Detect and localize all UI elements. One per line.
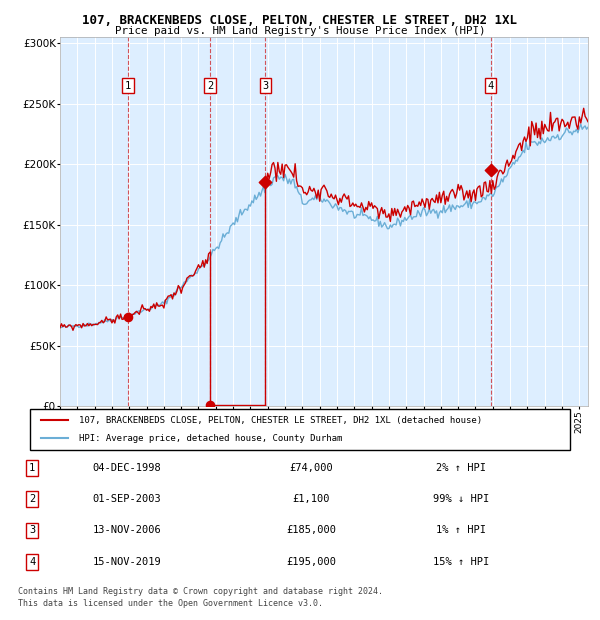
- FancyBboxPatch shape: [30, 409, 570, 450]
- Text: 04-DEC-1998: 04-DEC-1998: [93, 463, 161, 473]
- Text: £1,100: £1,100: [293, 494, 330, 504]
- Text: 3: 3: [262, 81, 269, 91]
- Text: 2: 2: [29, 494, 35, 504]
- Point: [486, 166, 496, 175]
- Text: Price paid vs. HM Land Registry's House Price Index (HPI): Price paid vs. HM Land Registry's House …: [115, 26, 485, 36]
- Text: 2: 2: [207, 81, 213, 91]
- Text: 107, BRACKENBEDS CLOSE, PELTON, CHESTER LE STREET, DH2 1XL (detached house): 107, BRACKENBEDS CLOSE, PELTON, CHESTER …: [79, 416, 482, 425]
- Text: 15-NOV-2019: 15-NOV-2019: [93, 557, 161, 567]
- Text: 1: 1: [125, 81, 131, 91]
- Point: [260, 177, 270, 187]
- Text: 107, BRACKENBEDS CLOSE, PELTON, CHESTER LE STREET, DH2 1XL: 107, BRACKENBEDS CLOSE, PELTON, CHESTER …: [83, 14, 517, 27]
- Text: 3: 3: [29, 525, 35, 536]
- Text: HPI: Average price, detached house, County Durham: HPI: Average price, detached house, Coun…: [79, 434, 342, 443]
- Text: 4: 4: [29, 557, 35, 567]
- Text: £195,000: £195,000: [287, 557, 337, 567]
- Text: 1: 1: [29, 463, 35, 473]
- Text: 1% ↑ HPI: 1% ↑ HPI: [436, 525, 486, 536]
- Point: [205, 400, 215, 410]
- Text: Contains HM Land Registry data © Crown copyright and database right 2024.: Contains HM Land Registry data © Crown c…: [18, 587, 383, 596]
- Text: This data is licensed under the Open Government Licence v3.0.: This data is licensed under the Open Gov…: [18, 598, 323, 608]
- Text: 2% ↑ HPI: 2% ↑ HPI: [436, 463, 486, 473]
- Text: 01-SEP-2003: 01-SEP-2003: [93, 494, 161, 504]
- Text: 4: 4: [487, 81, 494, 91]
- Text: £74,000: £74,000: [290, 463, 334, 473]
- Text: 99% ↓ HPI: 99% ↓ HPI: [433, 494, 490, 504]
- Text: £185,000: £185,000: [287, 525, 337, 536]
- Text: 13-NOV-2006: 13-NOV-2006: [93, 525, 161, 536]
- Point: [123, 312, 133, 322]
- Text: 15% ↑ HPI: 15% ↑ HPI: [433, 557, 490, 567]
